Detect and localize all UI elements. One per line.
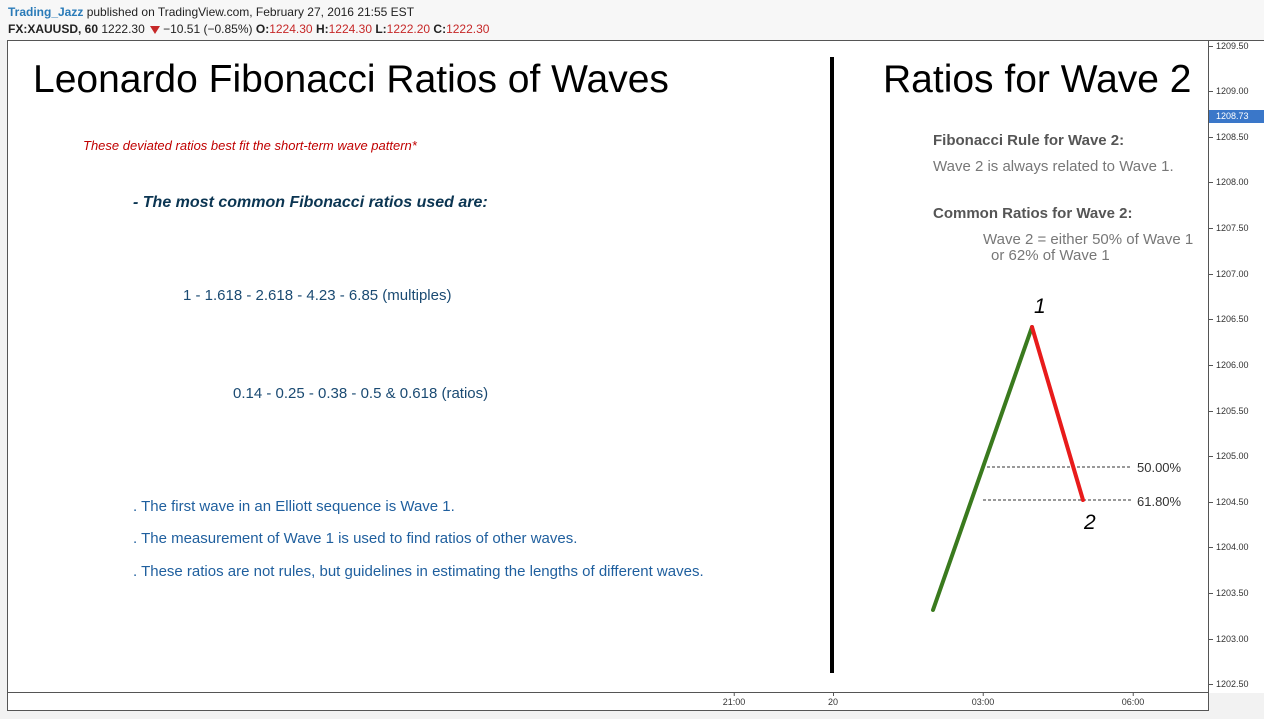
ohlc-bar: FX:XAUUSD, 60 1222.30 −10.51 (−0.85%) O:…: [8, 22, 489, 36]
bullet-point: . The measurement of Wave 1 is used to f…: [133, 530, 578, 547]
publish-info: Trading_Jazz published on TradingView.co…: [8, 5, 414, 19]
multiples-list: 1 - 1.618 - 2.618 - 4.23 - 6.85 (multipl…: [183, 287, 452, 304]
price-tick: 1206.00: [1209, 360, 1249, 372]
price-tick: 1205.50: [1209, 406, 1249, 418]
ratios-note: These deviated ratios best fit the short…: [83, 138, 417, 153]
author-link[interactable]: Trading_Jazz: [8, 5, 84, 19]
down-arrow-icon: [150, 25, 161, 34]
main-title: Leonardo Fibonacci Ratios of Waves: [33, 58, 669, 101]
wave2-ratio-line: Wave 2 = either 50% of Wave 1: [983, 231, 1194, 248]
open-value: 1224.30: [269, 22, 313, 36]
bullet-point: . These ratios are not rules, but guidel…: [133, 563, 704, 580]
last-price: 1222.30: [101, 22, 145, 36]
vertical-divider[interactable]: [830, 57, 834, 673]
ratios-list: 0.14 - 0.25 - 0.38 - 0.5 & 0.618 (ratios…: [233, 385, 489, 402]
wave2-title: Ratios for Wave 2: [883, 58, 1192, 101]
time-axis[interactable]: 21:00 20 03:00 06:00: [7, 693, 1209, 711]
rule-text: Wave 2 is always related to Wave 1.: [933, 158, 1174, 175]
time-tick: 06:00: [1121, 693, 1145, 707]
price-tick: 1208.00: [1209, 177, 1249, 189]
wave2-ratio-line: or 62% of Wave 1: [991, 247, 1110, 264]
wave2-common-heading: Common Ratios for Wave 2:: [933, 205, 1133, 222]
price-tick: 1204.50: [1209, 497, 1249, 509]
symbol-label[interactable]: FX:XAUUSD, 60: [8, 22, 99, 36]
common-ratios-heading: - The most common Fibonacci ratios used …: [133, 194, 488, 211]
close-value: 1222.30: [446, 22, 490, 36]
high-label: H:: [315, 22, 329, 36]
low-value: 1222.20: [386, 22, 431, 36]
price-tick: 1206.50: [1209, 314, 1249, 326]
published-text: published on TradingView.com, February 2…: [86, 5, 415, 19]
price-tick: 1204.00: [1209, 542, 1249, 554]
close-label: C:: [433, 22, 447, 36]
price-change: −10.51 (−0.85%): [163, 22, 253, 36]
open-label: O:: [255, 22, 270, 36]
price-tick: 1205.00: [1209, 451, 1249, 463]
rule-heading: Fibonacci Rule for Wave 2:: [933, 132, 1125, 149]
high-value: 1224.30: [328, 22, 372, 36]
low-label: L:: [375, 22, 387, 36]
current-price-badge: 1208.73: [1209, 110, 1264, 123]
price-axis[interactable]: 1209.50 1209.00 1208.73 1208.50 1208.00 …: [1209, 40, 1264, 693]
price-tick: 1203.00: [1209, 634, 1249, 646]
price-tick: 1207.50: [1209, 223, 1249, 235]
bullet-point: . The first wave in an Elliott sequence …: [133, 498, 455, 515]
price-tick: 1208.50: [1209, 132, 1249, 144]
chart-header: Trading_Jazz published on TradingView.co…: [0, 0, 1264, 40]
price-tick: 1209.00: [1209, 86, 1249, 98]
price-tick: 1209.50: [1209, 41, 1249, 53]
time-tick: 20: [827, 693, 839, 707]
price-tick: 1203.50: [1209, 588, 1249, 600]
price-tick: 1207.00: [1209, 269, 1249, 281]
time-tick: 03:00: [971, 693, 995, 707]
price-tick: 1202.50: [1209, 679, 1249, 691]
time-tick: 21:00: [722, 693, 746, 707]
